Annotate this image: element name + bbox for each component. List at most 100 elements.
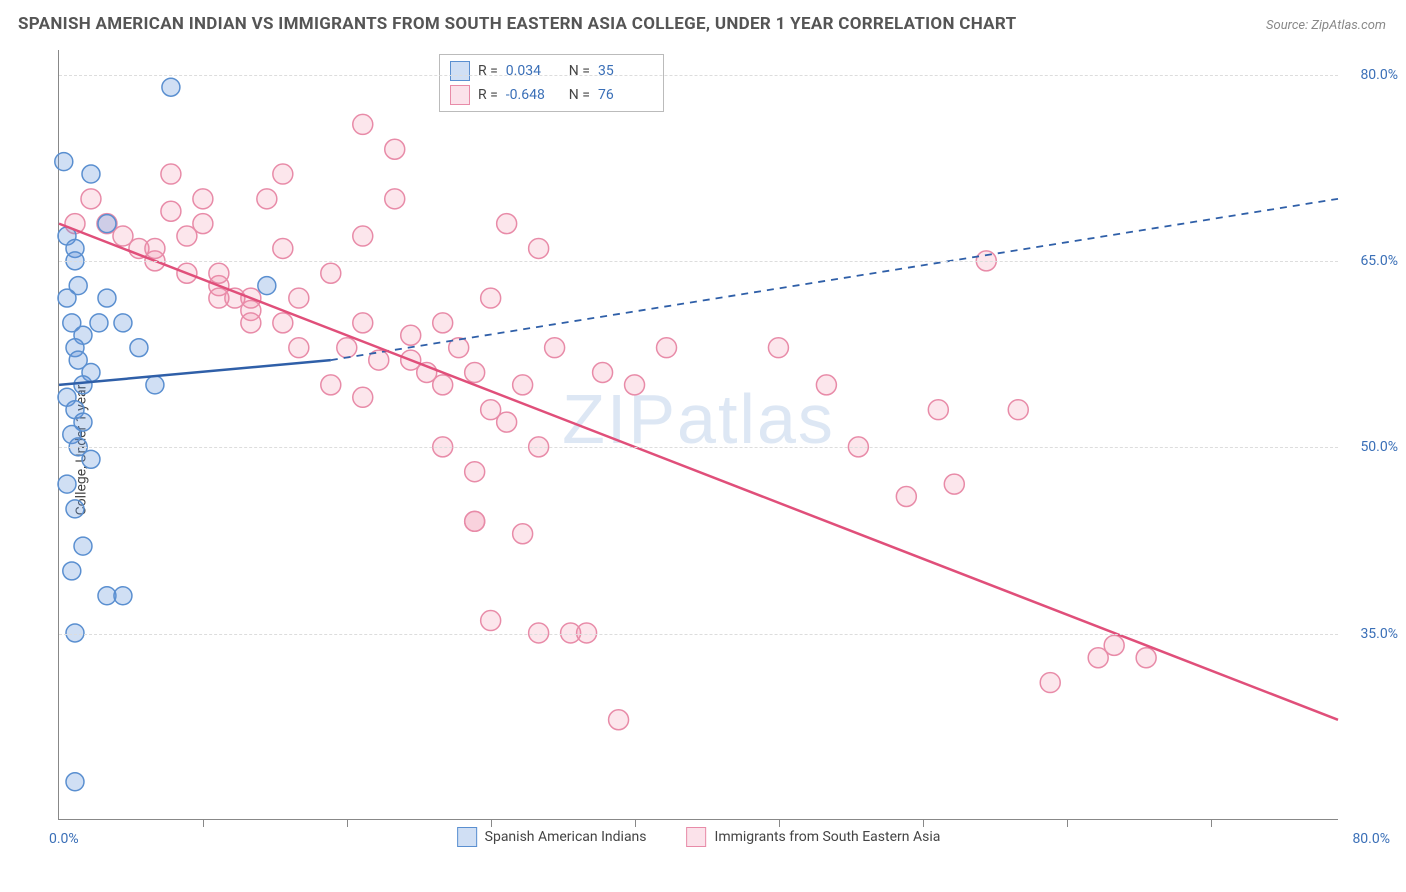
data-point <box>353 226 373 246</box>
data-point <box>353 313 373 333</box>
trend-line-pink <box>59 224 1338 720</box>
data-point <box>74 376 92 394</box>
data-point <box>481 611 501 631</box>
gridline <box>59 75 1338 76</box>
data-point <box>465 362 485 382</box>
legend-item-blue: Spanish American Indians <box>457 827 647 847</box>
data-point <box>433 375 453 395</box>
n-value-pink: 76 <box>598 87 653 103</box>
data-point <box>98 289 116 307</box>
data-point <box>593 362 613 382</box>
chart-title: SPANISH AMERICAN INDIAN VS IMMIGRANTS FR… <box>18 14 1016 34</box>
data-point <box>353 114 373 134</box>
data-point <box>130 339 148 357</box>
y-tick-label: 35.0% <box>1343 626 1398 642</box>
data-point <box>928 400 948 420</box>
data-point <box>209 288 229 308</box>
r-label: R = <box>478 63 498 79</box>
data-point <box>90 314 108 332</box>
gridline <box>59 634 1338 635</box>
data-point <box>545 338 565 358</box>
data-point <box>114 314 132 332</box>
data-point <box>1008 400 1028 420</box>
gridline <box>59 261 1338 262</box>
data-point <box>98 215 116 233</box>
data-point <box>114 587 132 605</box>
data-point <box>74 537 92 555</box>
data-point <box>385 189 405 209</box>
data-point <box>82 450 100 468</box>
x-tick <box>1067 819 1068 827</box>
data-point <box>513 524 533 544</box>
series-legend: Spanish American Indians Immigrants from… <box>457 827 941 847</box>
legend-item-pink: Immigrants from South Eastern Asia <box>687 827 941 847</box>
data-point <box>896 487 916 507</box>
data-point <box>497 214 517 234</box>
data-point <box>146 376 164 394</box>
data-point <box>433 313 453 333</box>
data-point <box>401 325 421 345</box>
plot-svg <box>59 50 1338 819</box>
data-point <box>58 475 76 493</box>
y-tick-label: 50.0% <box>1343 439 1398 455</box>
x-axis-max-label: 80.0% <box>1352 831 1390 847</box>
data-point <box>657 338 677 358</box>
data-point <box>513 375 533 395</box>
data-point <box>289 288 309 308</box>
x-tick <box>779 819 780 827</box>
swatch-blue-icon <box>450 61 470 81</box>
data-point <box>481 288 501 308</box>
y-tick-label: 65.0% <box>1343 253 1398 269</box>
data-point <box>273 164 293 184</box>
data-point <box>145 238 165 258</box>
data-point <box>1104 635 1124 655</box>
data-point <box>321 263 341 283</box>
data-point <box>63 562 81 580</box>
n-label: N = <box>569 87 590 103</box>
data-point <box>66 773 84 791</box>
r-label: R = <box>478 87 498 103</box>
data-point <box>497 412 517 432</box>
data-point <box>193 189 213 209</box>
n-value-blue: 35 <box>598 63 653 79</box>
stats-row-blue: R = 0.034 N = 35 <box>450 59 653 83</box>
swatch-pink-icon <box>450 85 470 105</box>
data-point <box>241 313 261 333</box>
data-point <box>1136 648 1156 668</box>
data-point <box>209 263 229 283</box>
data-point <box>465 511 485 531</box>
x-tick <box>203 819 204 827</box>
x-tick <box>1211 819 1212 827</box>
data-point <box>385 139 405 159</box>
data-point <box>58 289 76 307</box>
x-tick <box>635 819 636 827</box>
data-point <box>177 226 197 246</box>
swatch-blue-icon <box>457 827 477 847</box>
data-point <box>273 238 293 258</box>
data-point <box>82 165 100 183</box>
plot-region: ZIPatlas R = 0.034 N = 35 R = -0.648 N =… <box>58 50 1338 820</box>
data-point <box>289 338 309 358</box>
source-attribution: Source: ZipAtlas.com <box>1266 18 1386 33</box>
gridline <box>59 447 1338 448</box>
data-point <box>353 387 373 407</box>
data-point <box>161 164 181 184</box>
data-point <box>55 153 73 171</box>
data-point <box>161 201 181 221</box>
data-point <box>337 338 357 358</box>
data-point <box>609 710 629 730</box>
chart-area: College, Under 1 year ZIPatlas R = 0.034… <box>58 50 1388 850</box>
data-point <box>273 313 293 333</box>
data-point <box>258 277 276 295</box>
x-tick <box>491 819 492 827</box>
data-point <box>162 78 180 96</box>
x-tick <box>347 819 348 827</box>
data-point <box>1040 673 1060 693</box>
data-point <box>465 462 485 482</box>
trend-line-blue-dashed <box>331 199 1338 360</box>
stats-row-pink: R = -0.648 N = 76 <box>450 83 653 107</box>
data-point <box>625 375 645 395</box>
data-point <box>529 238 549 258</box>
legend-label-pink: Immigrants from South Eastern Asia <box>715 829 941 845</box>
y-tick-label: 80.0% <box>1343 67 1398 83</box>
